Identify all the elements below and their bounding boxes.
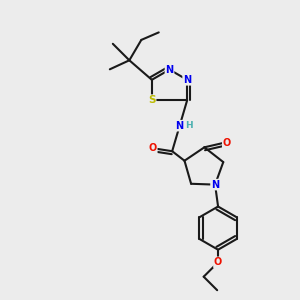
Text: N: N [176, 121, 184, 131]
Text: N: N [211, 180, 219, 190]
Text: N: N [183, 75, 191, 85]
Text: O: O [223, 138, 231, 148]
Text: O: O [214, 257, 222, 267]
Text: S: S [148, 95, 156, 105]
Text: H: H [185, 121, 193, 130]
Text: O: O [148, 143, 157, 153]
Text: N: N [165, 64, 174, 75]
